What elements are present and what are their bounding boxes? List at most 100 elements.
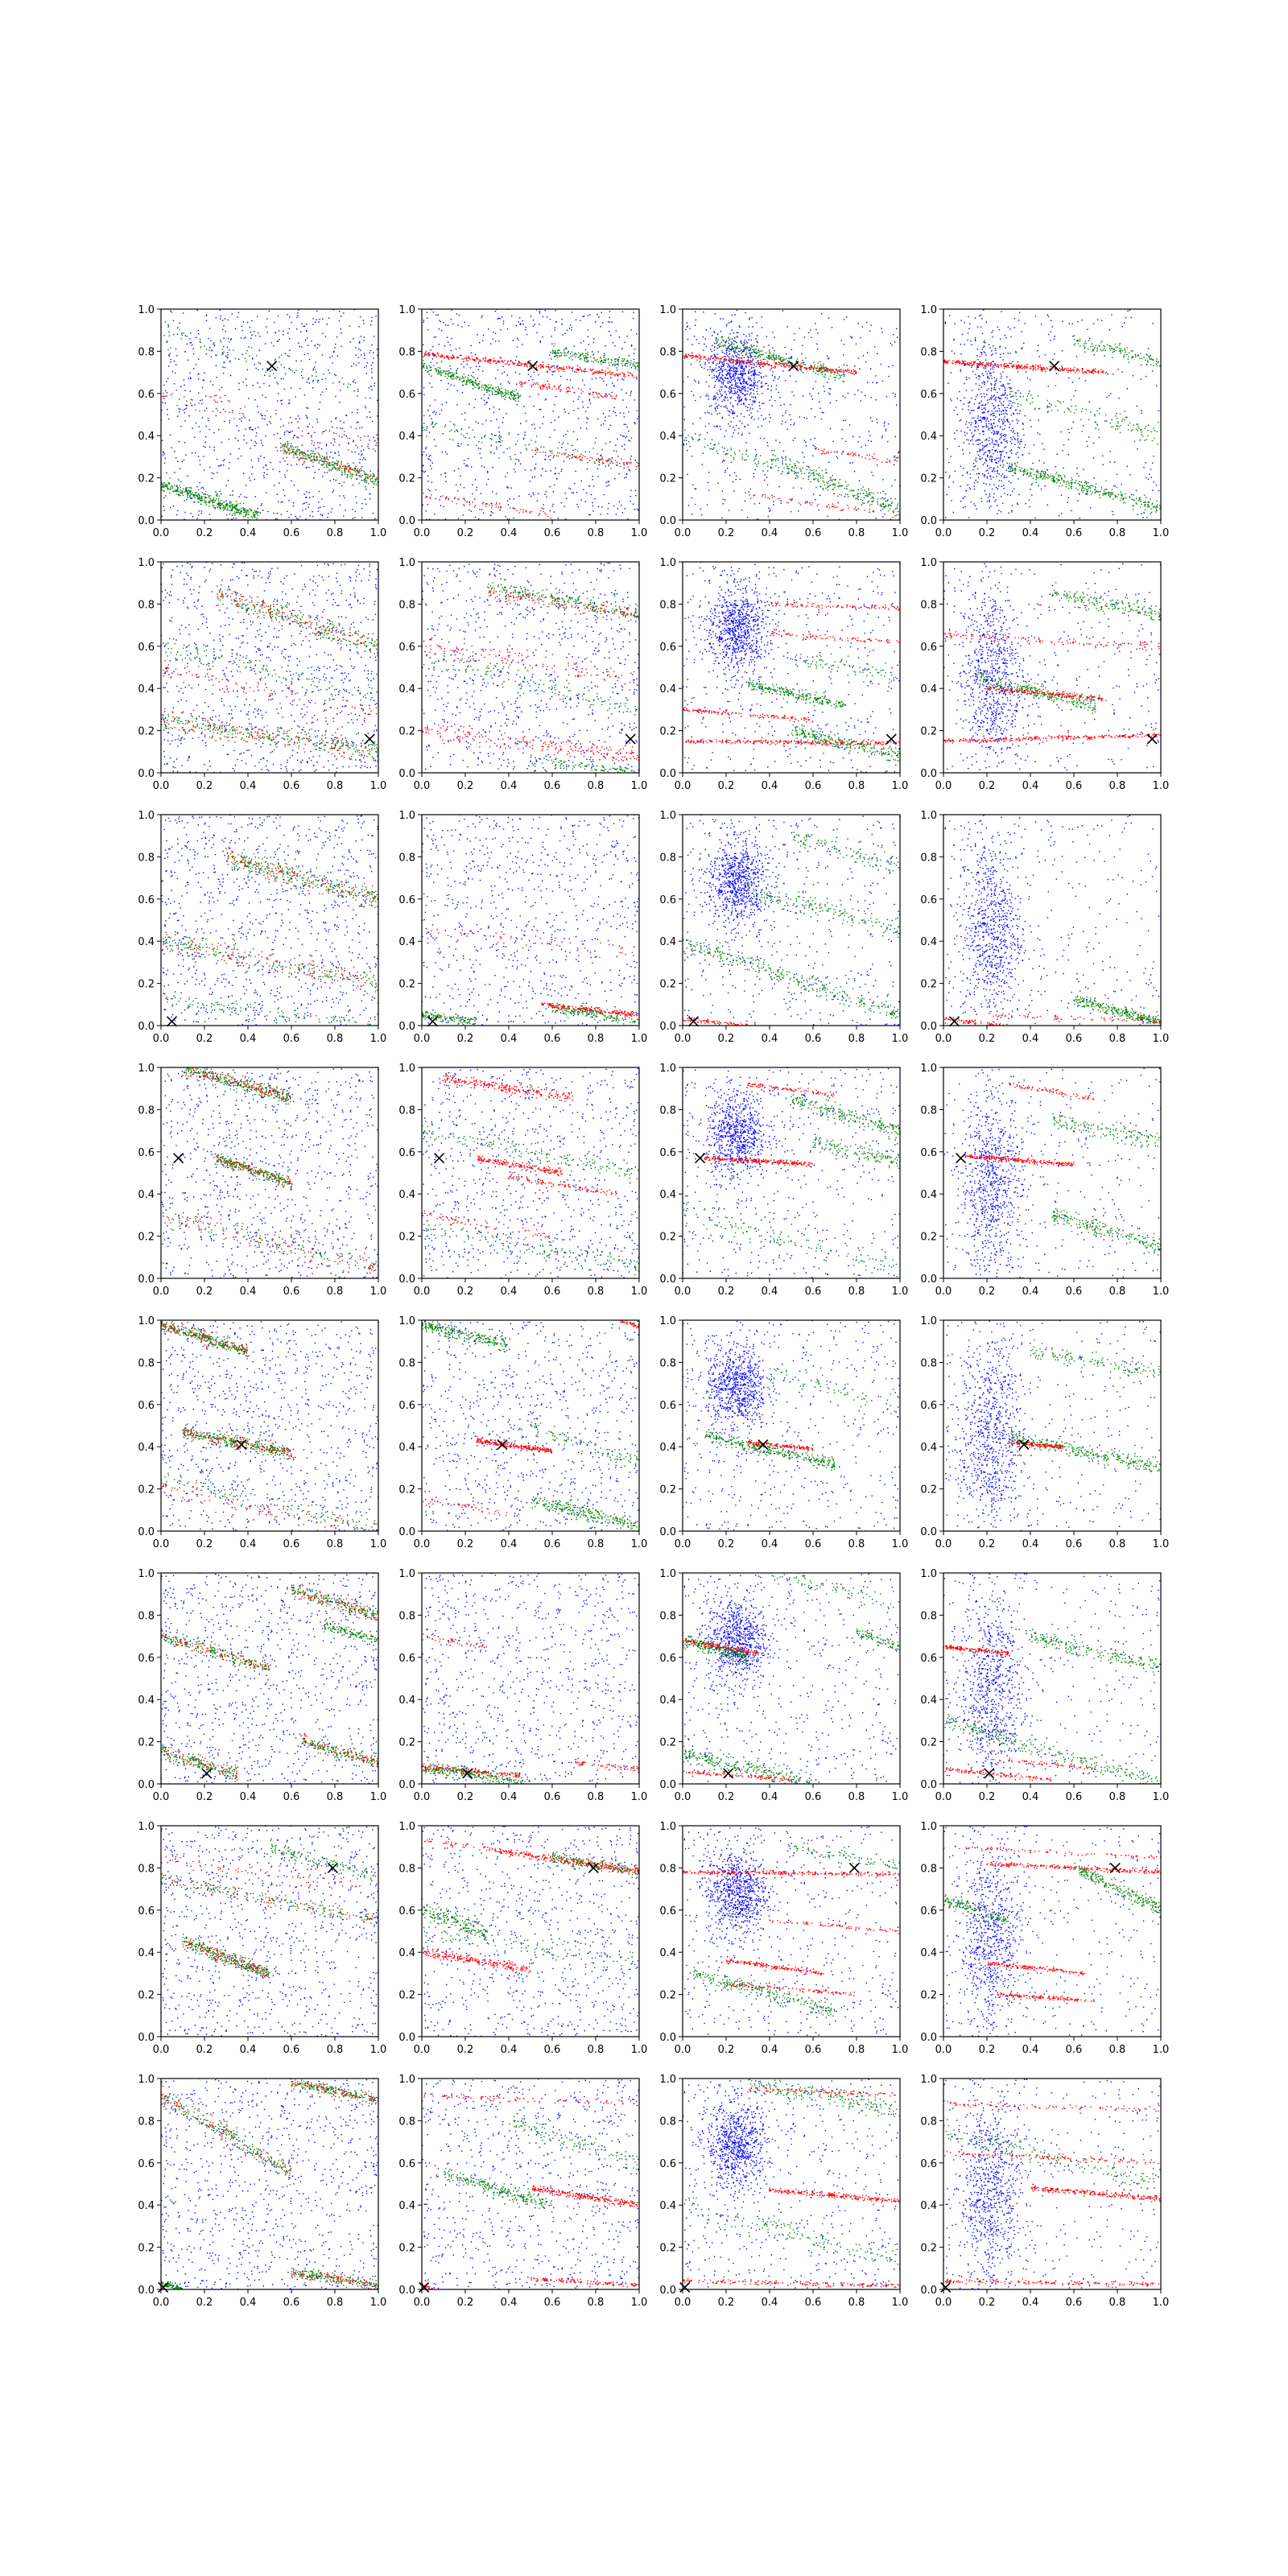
data-point [341, 464, 343, 465]
data-point [514, 453, 516, 456]
data-point [499, 393, 501, 394]
data-point [354, 517, 356, 518]
data-point [863, 502, 865, 504]
data-point [326, 452, 328, 454]
data-point [882, 490, 884, 493]
data-point [158, 489, 159, 490]
data-point [234, 437, 237, 439]
data-point [490, 358, 492, 361]
data-point [721, 374, 723, 376]
data-point [597, 459, 600, 460]
data-point [731, 380, 733, 382]
data-point [280, 450, 282, 452]
data-point [363, 457, 365, 459]
data-point [772, 371, 774, 373]
data-point [548, 386, 550, 388]
data-point [609, 311, 611, 312]
data-point [725, 405, 727, 407]
data-point [499, 389, 501, 390]
data-point [345, 468, 348, 469]
data-point [194, 436, 196, 438]
data-point [705, 395, 707, 397]
data-point [712, 398, 715, 400]
data-point [610, 335, 612, 336]
data-point [630, 392, 632, 394]
data-point [605, 394, 607, 395]
data-point [743, 394, 745, 396]
data-point [556, 355, 558, 357]
data-point [538, 493, 539, 494]
data-point [302, 457, 303, 459]
data-point [763, 346, 765, 348]
data-point [283, 448, 285, 450]
data-point [508, 396, 510, 398]
data-point [497, 318, 498, 320]
data-point [619, 373, 621, 374]
data-point [887, 440, 889, 443]
data-point [223, 325, 225, 327]
data-point [570, 356, 572, 357]
data-point [450, 368, 452, 369]
data-point [163, 453, 166, 455]
data-point [177, 327, 179, 328]
data-point [829, 388, 832, 390]
data-point [625, 461, 627, 464]
data-point [708, 489, 710, 491]
data-point [600, 357, 601, 359]
data-point [186, 405, 188, 407]
data-point [361, 507, 363, 510]
data-point [713, 377, 715, 378]
data-point [896, 328, 898, 329]
data-point [612, 382, 613, 384]
data-point [802, 452, 803, 453]
data-point [427, 475, 429, 477]
data-point [305, 518, 307, 520]
data-point [232, 506, 233, 507]
data-point [335, 395, 336, 398]
data-point [602, 322, 604, 324]
data-point [312, 369, 314, 371]
data-point [789, 375, 791, 377]
data-point [438, 370, 440, 372]
data-point [478, 361, 480, 362]
data-point [451, 375, 452, 378]
data-point [316, 310, 318, 312]
data-point [559, 352, 562, 353]
data-point [285, 452, 287, 455]
data-point [221, 386, 223, 388]
data-point [330, 442, 332, 444]
data-point [582, 455, 584, 456]
data-point [613, 374, 615, 376]
data-point [255, 367, 257, 369]
data-point [634, 422, 635, 423]
data-point [283, 446, 286, 448]
data-point [329, 357, 331, 358]
data-point [428, 353, 430, 355]
data-point [316, 421, 319, 423]
data-point [315, 321, 316, 323]
data-point [442, 354, 444, 357]
data-point [473, 358, 475, 360]
data-point [749, 384, 752, 386]
data-point [737, 402, 739, 404]
data-point [297, 312, 299, 314]
data-point [746, 342, 749, 344]
data-point [745, 312, 746, 314]
data-point [892, 365, 894, 366]
data-point [465, 382, 468, 384]
data-point [224, 420, 225, 423]
data-point [749, 379, 752, 381]
data-point [229, 419, 230, 422]
data-point [497, 393, 498, 394]
subplot-r1-c1: 0.0 0.2 0.4 0.6 0.8 1.00.00.20.40.60.81.0 [138, 304, 386, 539]
data-point [452, 375, 455, 377]
data-point [447, 388, 448, 390]
data-point [356, 502, 357, 504]
data-point [729, 392, 730, 394]
data-point [732, 346, 733, 349]
data-point [514, 394, 516, 396]
data-point [262, 415, 263, 416]
data-point [568, 386, 570, 388]
data-point [333, 350, 335, 353]
data-point [277, 383, 279, 385]
